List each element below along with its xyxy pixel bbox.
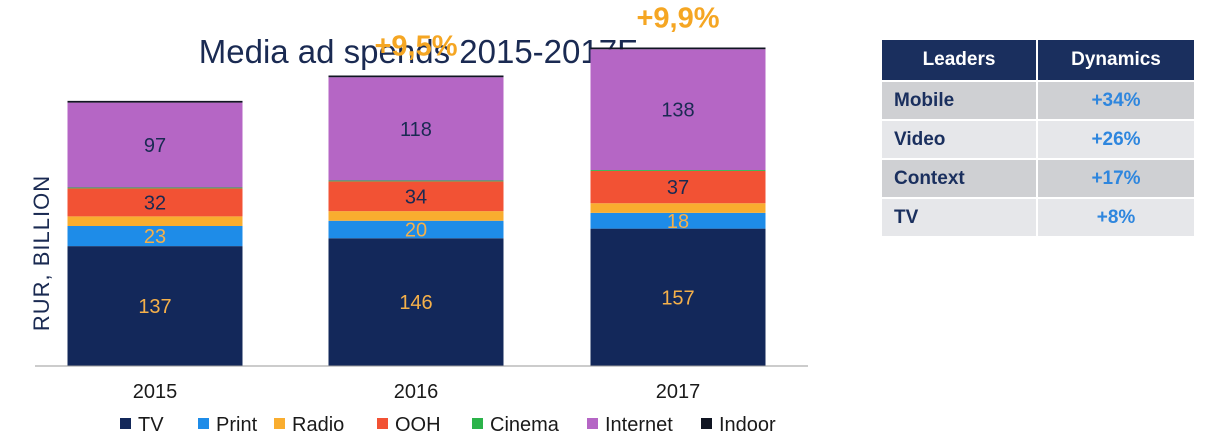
- legend-swatch-cinema: [472, 418, 483, 429]
- legend-label-indoor: Indoor: [719, 414, 776, 436]
- bar-segment-radio-2016: [328, 211, 504, 221]
- bar-segment-indoor-2016: [328, 75, 504, 78]
- bar-segment-ooh-2017: [590, 170, 766, 204]
- leaders-table: Leaders Dynamics Mobile +34% Video +26% …: [882, 40, 1194, 236]
- stacked-bar-chart: Media ad spends 2015-2017F RUR, BILLION …: [29, 3, 808, 436]
- bar-segment-cinema-2015: [67, 187, 243, 189]
- data-label-print-2015: 23: [144, 226, 166, 248]
- x-tick-label-2016: 2016: [394, 381, 439, 403]
- table-row: TV +8%: [882, 197, 1194, 236]
- legend-label-cinema: Cinema: [490, 414, 560, 436]
- data-label-internet-2016: 118: [400, 119, 432, 141]
- legend: TV Print Radio OOH Cinema Internet Indoor: [120, 414, 776, 436]
- header-dynamics: Dynamics: [1038, 40, 1194, 80]
- bar-segment-radio-2017: [590, 203, 766, 213]
- data-label-print-2017: 18: [667, 211, 689, 233]
- bars-layer: 137 23 32 97 146 20 34 118 +9,5% 157 18 37 138 +9,9%: [67, 3, 766, 366]
- growth-label-2016: +9,5%: [374, 31, 457, 63]
- data-label-ooh-2015: 32: [144, 192, 166, 214]
- bar-segment-cinema-2017: [590, 170, 766, 171]
- data-label-ooh-2017: 37: [667, 177, 689, 199]
- data-label-internet-2015: 97: [144, 135, 166, 157]
- leader-cell: Video: [882, 119, 1038, 158]
- table-row: Context +17%: [882, 158, 1194, 197]
- bar-segment-tv-2017: [590, 228, 766, 366]
- bar-segment-ooh-2015: [67, 188, 243, 217]
- legend-swatch-print: [198, 418, 209, 429]
- dynamics-cell: +17%: [1038, 158, 1194, 197]
- x-tick-label-2017: 2017: [656, 381, 701, 403]
- y-axis-label: RUR, BILLION: [29, 175, 54, 331]
- table-header-row: Leaders Dynamics: [882, 40, 1194, 80]
- bar-segment-indoor-2017: [590, 47, 766, 50]
- data-label-tv-2015: 137: [138, 296, 171, 318]
- header-leaders: Leaders: [882, 40, 1038, 80]
- dynamics-cell: +34%: [1038, 80, 1194, 119]
- data-label-internet-2017: 138: [661, 100, 694, 122]
- legend-swatch-radio: [274, 418, 285, 429]
- leader-cell: Mobile: [882, 80, 1038, 119]
- bar-segment-tv-2015: [67, 246, 243, 366]
- legend-label-print: Print: [216, 414, 258, 436]
- table-row: Video +26%: [882, 119, 1194, 158]
- leader-cell: TV: [882, 197, 1038, 236]
- legend-label-tv: TV: [138, 414, 164, 436]
- data-label-tv-2017: 157: [661, 287, 694, 309]
- bar-segment-ooh-2016: [328, 181, 504, 212]
- bar-segment-internet-2017: [590, 49, 766, 170]
- bar-segment-print-2017: [590, 212, 766, 229]
- bar-segment-tv-2016: [328, 238, 504, 366]
- legend-label-internet: Internet: [605, 414, 673, 436]
- dynamics-cell: +26%: [1038, 119, 1194, 158]
- legend-swatch-tv: [120, 418, 131, 429]
- leader-cell: Context: [882, 158, 1038, 197]
- legend-label-radio: Radio: [292, 414, 344, 436]
- bar-segment-cinema-2016: [328, 180, 504, 182]
- chart-title: Media ad spends 2015-2017F: [199, 33, 637, 70]
- bar-segment-indoor-2015: [67, 100, 243, 103]
- table-row: Mobile +34%: [882, 80, 1194, 119]
- bar-segment-print-2016: [328, 220, 504, 239]
- legend-label-ooh: OOH: [395, 414, 441, 436]
- data-label-print-2016: 20: [405, 220, 427, 242]
- bar-segment-internet-2016: [328, 77, 504, 181]
- bar-segment-internet-2015: [67, 102, 243, 188]
- x-tick-labels: 2015 2016 2017: [133, 381, 701, 403]
- data-label-ooh-2016: 34: [405, 186, 427, 208]
- data-label-tv-2016: 146: [399, 292, 432, 314]
- bar-segment-radio-2015: [67, 216, 243, 226]
- legend-swatch-internet: [587, 418, 598, 429]
- growth-label-2017: +9,9%: [636, 3, 719, 35]
- dynamics-cell: +8%: [1038, 197, 1194, 236]
- legend-swatch-ooh: [377, 418, 388, 429]
- bar-segment-print-2015: [67, 226, 243, 247]
- x-tick-label-2015: 2015: [133, 381, 178, 403]
- legend-swatch-indoor: [701, 418, 712, 429]
